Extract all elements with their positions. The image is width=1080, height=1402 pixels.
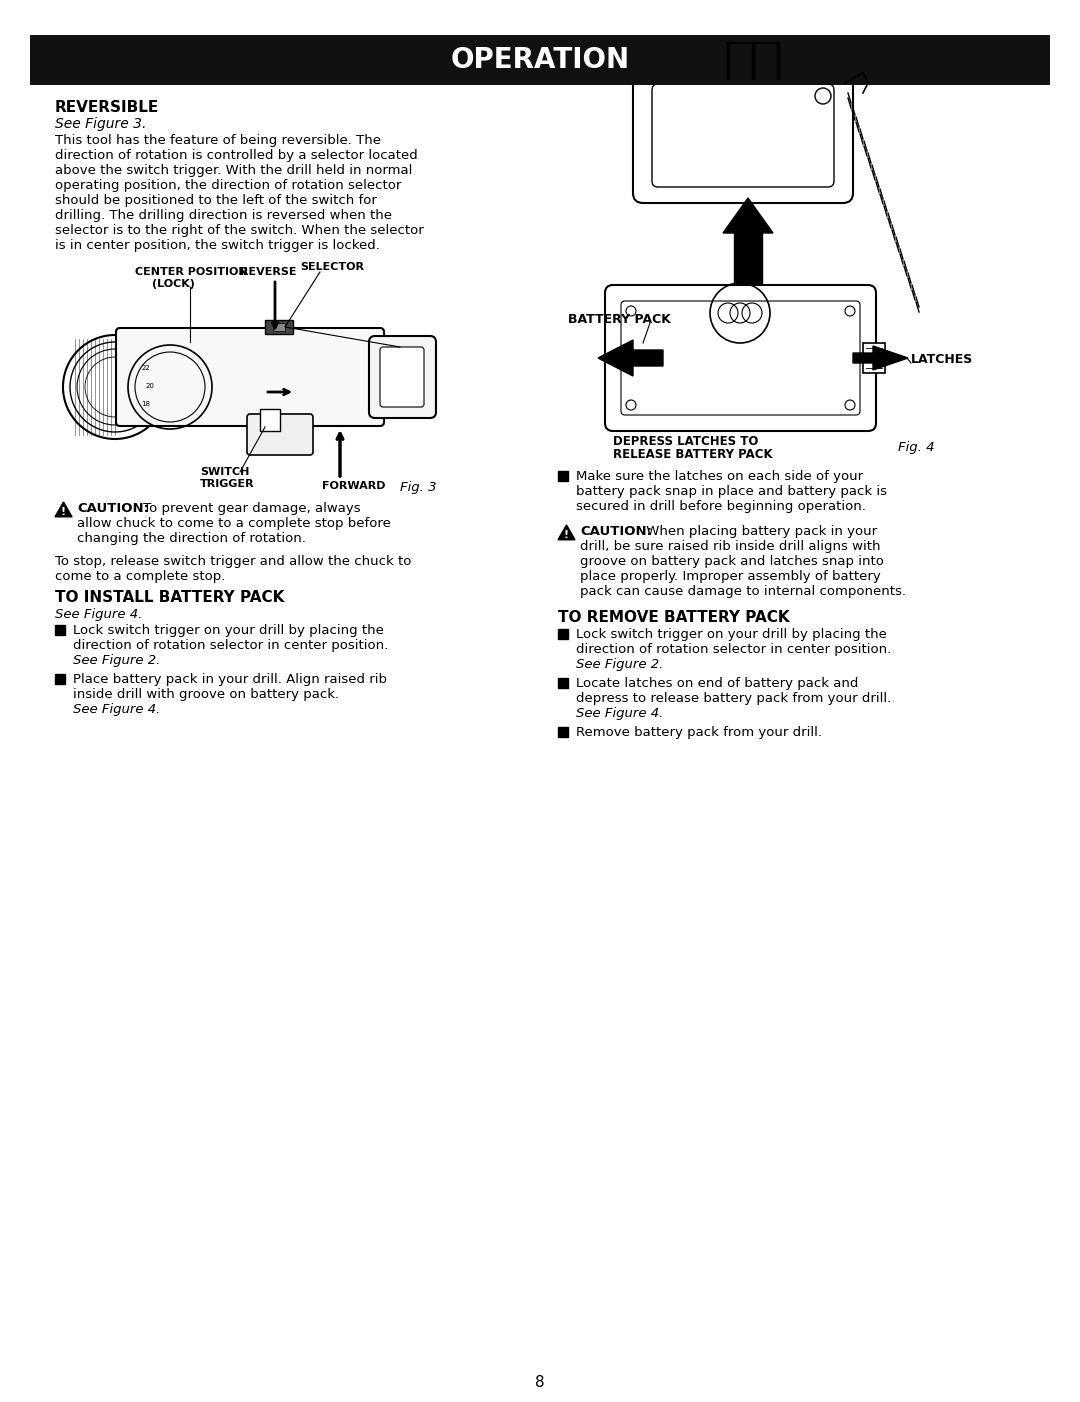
Text: (LOCK): (LOCK): [152, 279, 194, 289]
Text: SELECTOR: SELECTOR: [300, 262, 364, 272]
Bar: [265, 320, 293, 334]
Text: allow chuck to come to a complete stop before: allow chuck to come to a complete stop b…: [77, 517, 391, 530]
Text: 8: 8: [536, 1375, 544, 1389]
Text: Place battery pack in your drill. Align raised rib: Place battery pack in your drill. Align …: [73, 673, 387, 686]
Text: CAUTION:: CAUTION:: [77, 502, 149, 515]
FancyBboxPatch shape: [247, 414, 313, 456]
Text: battery pack snap in place and battery pack is: battery pack snap in place and battery p…: [576, 485, 887, 498]
Bar: [260, 409, 280, 430]
Text: RELEASE BATTERY PACK: RELEASE BATTERY PACK: [613, 449, 772, 461]
Text: TRIGGER: TRIGGER: [200, 479, 255, 489]
Text: Remove battery pack from your drill.: Remove battery pack from your drill.: [576, 726, 822, 739]
Polygon shape: [55, 502, 72, 517]
Text: 20: 20: [146, 383, 154, 388]
Text: inside drill with groove on battery pack.: inside drill with groove on battery pack…: [73, 688, 339, 701]
Text: direction of rotation selector in center position.: direction of rotation selector in center…: [576, 644, 891, 656]
FancyBboxPatch shape: [369, 336, 436, 418]
Polygon shape: [853, 346, 908, 370]
Text: SWITCH: SWITCH: [200, 467, 249, 477]
Text: 18: 18: [141, 401, 150, 407]
Bar: [558, 629, 568, 639]
Bar: [558, 471, 568, 481]
Text: TO INSTALL BATTERY PACK: TO INSTALL BATTERY PACK: [55, 590, 284, 606]
Polygon shape: [723, 198, 773, 233]
Text: place properly. Improper assembly of battery: place properly. Improper assembly of bat…: [580, 571, 881, 583]
Text: depress to release battery pack from your drill.: depress to release battery pack from you…: [576, 693, 891, 705]
Text: Fig. 4: Fig. 4: [897, 442, 934, 454]
Text: TO REMOVE BATTERY PACK: TO REMOVE BATTERY PACK: [558, 610, 789, 625]
Polygon shape: [558, 524, 575, 540]
Text: !: !: [60, 506, 66, 517]
Text: To stop, release switch trigger and allow the chuck to: To stop, release switch trigger and allo…: [55, 555, 411, 568]
Text: drilling. The drilling direction is reversed when the: drilling. The drilling direction is reve…: [55, 209, 392, 222]
FancyBboxPatch shape: [633, 69, 853, 203]
Text: !: !: [564, 530, 569, 540]
Bar: [273, 322, 285, 331]
Text: come to a complete stop.: come to a complete stop.: [55, 571, 226, 583]
FancyBboxPatch shape: [652, 84, 834, 186]
Text: changing the direction of rotation.: changing the direction of rotation.: [77, 531, 306, 545]
Text: Lock switch trigger on your drill by placing the: Lock switch trigger on your drill by pla…: [576, 628, 887, 641]
Text: Lock switch trigger on your drill by placing the: Lock switch trigger on your drill by pla…: [73, 624, 383, 637]
FancyBboxPatch shape: [116, 328, 384, 426]
FancyBboxPatch shape: [380, 348, 424, 407]
Text: should be positioned to the left of the switch for: should be positioned to the left of the …: [55, 193, 377, 207]
Text: See Figure 3.: See Figure 3.: [55, 116, 147, 130]
Text: DEPRESS LATCHES TO: DEPRESS LATCHES TO: [613, 435, 758, 449]
Text: To prevent gear damage, always: To prevent gear damage, always: [139, 502, 361, 515]
Text: Make sure the latches on each side of your: Make sure the latches on each side of yo…: [576, 470, 863, 484]
FancyBboxPatch shape: [605, 285, 876, 430]
Polygon shape: [598, 341, 663, 376]
Text: REVERSIBLE: REVERSIBLE: [55, 100, 159, 115]
Text: CAUTION:: CAUTION:: [580, 524, 652, 538]
Text: REVERSE: REVERSE: [240, 266, 297, 278]
Text: secured in drill before beginning operation.: secured in drill before beginning operat…: [576, 501, 866, 513]
Text: BATTERY PACK: BATTERY PACK: [568, 313, 671, 327]
Text: above the switch trigger. With the drill held in normal: above the switch trigger. With the drill…: [55, 164, 413, 177]
Text: pack can cause damage to internal components.: pack can cause damage to internal compon…: [580, 585, 906, 599]
FancyBboxPatch shape: [621, 301, 860, 415]
Bar: [558, 679, 568, 688]
Text: drill, be sure raised rib inside drill aligns with: drill, be sure raised rib inside drill a…: [580, 540, 880, 552]
Bar: [863, 343, 885, 373]
Text: When placing battery pack in your: When placing battery pack in your: [642, 524, 877, 538]
Text: direction of rotation selector in center position.: direction of rotation selector in center…: [73, 639, 388, 652]
Text: selector is to the right of the switch. When the selector: selector is to the right of the switch. …: [55, 224, 423, 237]
Text: Locate latches on end of battery pack and: Locate latches on end of battery pack an…: [576, 677, 859, 690]
Bar: [558, 728, 568, 737]
Text: LATCHES: LATCHES: [912, 353, 973, 366]
Text: FORWARD: FORWARD: [322, 481, 386, 491]
Text: CENTER POSITION: CENTER POSITION: [135, 266, 247, 278]
Text: See Figure 4.: See Figure 4.: [55, 608, 143, 621]
Text: OPERATION: OPERATION: [450, 46, 630, 74]
Text: 22: 22: [141, 366, 150, 372]
Bar: [30, 35, 1050, 86]
Text: See Figure 2.: See Figure 2.: [73, 653, 160, 667]
Text: See Figure 4.: See Figure 4.: [73, 702, 160, 716]
Bar: [55, 674, 65, 684]
Text: is in center position, the switch trigger is locked.: is in center position, the switch trigge…: [55, 238, 380, 252]
Text: operating position, the direction of rotation selector: operating position, the direction of rot…: [55, 179, 402, 192]
Bar: [55, 625, 65, 635]
Text: direction of rotation is controlled by a selector located: direction of rotation is controlled by a…: [55, 149, 418, 163]
Text: See Figure 4.: See Figure 4.: [576, 707, 663, 721]
Text: This tool has the feature of being reversible. The: This tool has the feature of being rever…: [55, 135, 381, 147]
Text: groove on battery pack and latches snap into: groove on battery pack and latches snap …: [580, 555, 883, 568]
Bar: [734, 233, 762, 293]
Text: Fig. 3: Fig. 3: [400, 481, 436, 494]
Text: See Figure 2.: See Figure 2.: [576, 658, 663, 672]
